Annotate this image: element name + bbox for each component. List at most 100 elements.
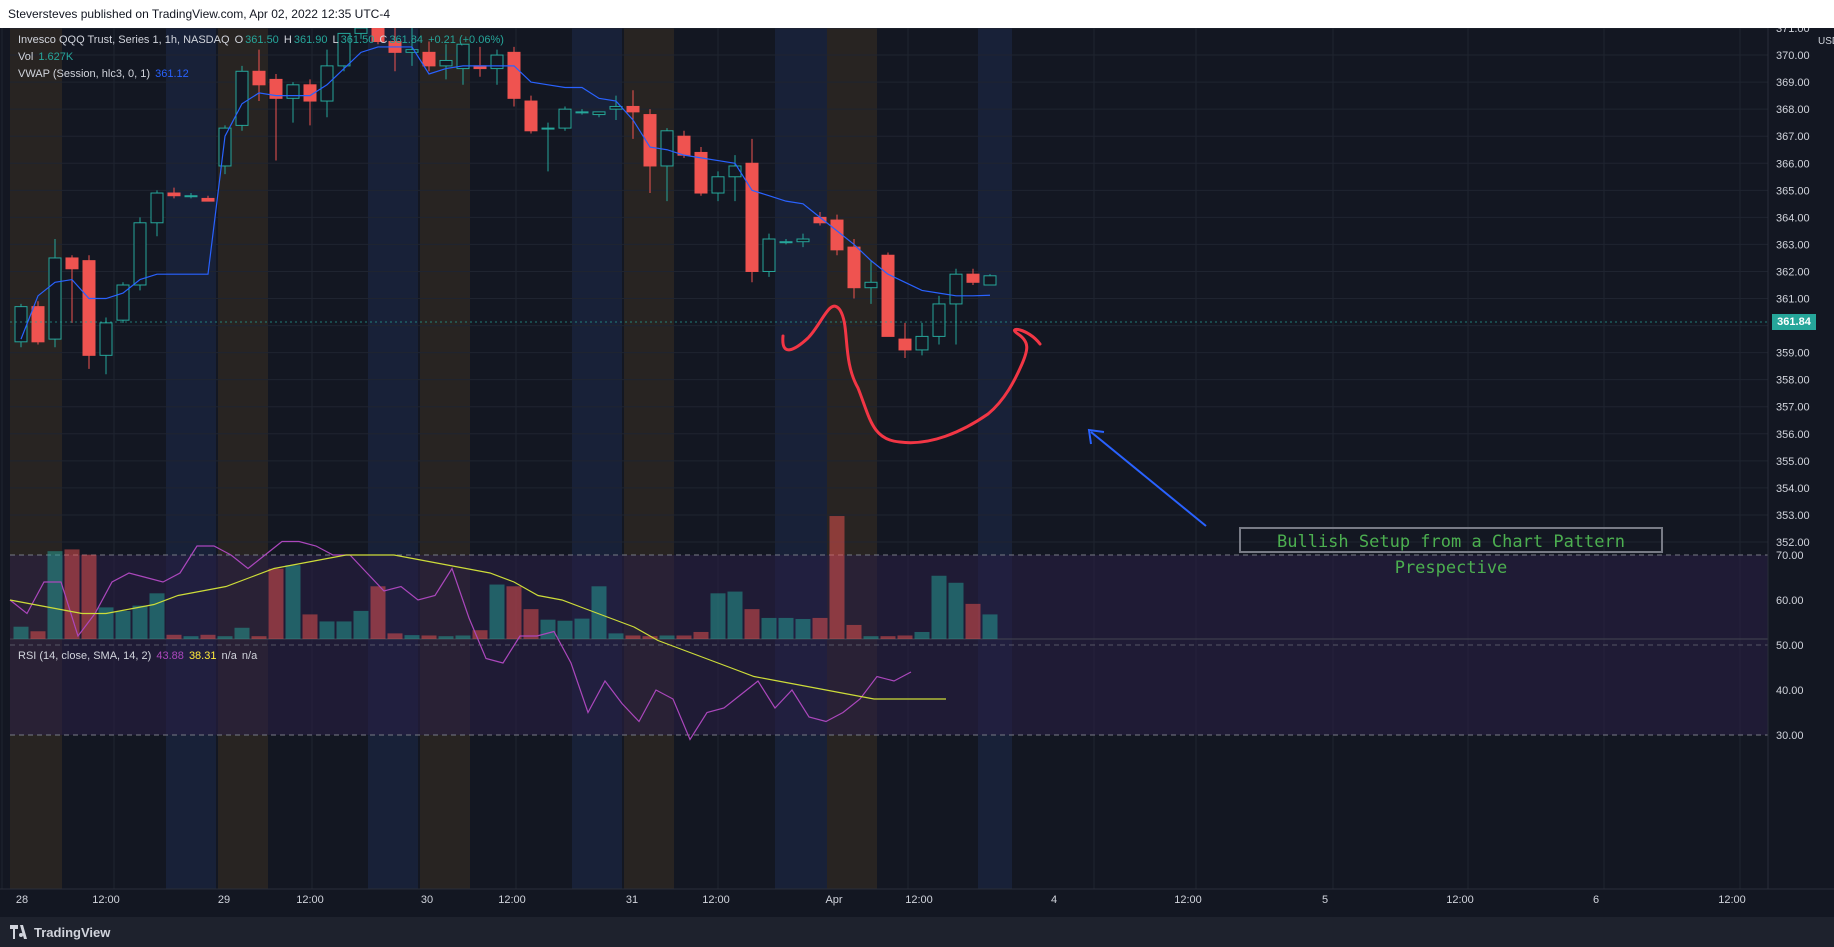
- candle-body: [541, 127, 555, 130]
- volume-bar: [846, 624, 862, 639]
- candle-body: [694, 151, 708, 194]
- candle-body: [677, 135, 691, 156]
- low-value: 361.50: [340, 34, 375, 46]
- candle-body: [184, 195, 198, 198]
- candle-body: [524, 100, 538, 132]
- vwap-value: 361.12: [155, 68, 189, 80]
- arrow-annotation[interactable]: [1087, 428, 1207, 527]
- candle-body: [932, 303, 946, 337]
- volume-bar: [489, 584, 505, 639]
- candle-body: [643, 114, 657, 167]
- candle-body: [456, 43, 470, 70]
- candle: [439, 44, 453, 80]
- candle-body: [711, 176, 725, 194]
- candle-body: [150, 192, 164, 224]
- time-tick-label: Apr: [825, 894, 842, 906]
- candle-body: [31, 306, 45, 343]
- price-tick-label: 352.00: [1776, 537, 1810, 549]
- volume-bar: [302, 614, 318, 639]
- volume-bar: [64, 549, 80, 639]
- time-tick-label: 12:00: [905, 894, 933, 906]
- candle-body: [558, 108, 572, 129]
- candle-body: [762, 238, 776, 272]
- symbol-legend[interactable]: Invesco QQQ Trust, Series 1, 1h, NASDAQ …: [18, 34, 506, 46]
- volume-bar: [676, 635, 692, 639]
- candle: [558, 106, 572, 131]
- volume-bar: [608, 633, 624, 639]
- vwap-legend[interactable]: VWAP (Session, hlc3, 0, 1) 361.12: [18, 68, 191, 80]
- price-tick-label: 362.00: [1776, 266, 1810, 278]
- price-tick-label: 370.00: [1776, 50, 1810, 62]
- candle: [949, 268, 963, 345]
- rsi-tick-label: 50.00: [1776, 640, 1804, 652]
- volume-bar: [795, 618, 811, 639]
- candle-body: [48, 257, 62, 340]
- candles: [14, 28, 997, 375]
- tradingview-logo-icon: [10, 925, 27, 939]
- volume-bar: [81, 554, 97, 639]
- candle-body: [983, 275, 997, 286]
- price-tick-label: 355.00: [1776, 456, 1810, 468]
- candle-body: [864, 281, 878, 289]
- high-value: 361.90: [293, 34, 328, 46]
- candle-body: [745, 162, 759, 272]
- candle: [677, 130, 691, 158]
- price-tick-label: 369.00: [1776, 77, 1810, 89]
- rsi-tick-label: 40.00: [1776, 685, 1804, 697]
- low-label: L: [332, 34, 339, 46]
- session-band: [10, 28, 62, 889]
- candle-body: [592, 111, 606, 116]
- annotation-callout[interactable]: Bullish Setup from a Chart Pattern Presp…: [1239, 527, 1663, 578]
- session-band: [420, 28, 470, 889]
- volume-bar: [523, 609, 539, 639]
- volume-bar: [251, 636, 267, 639]
- volume-bar: [234, 627, 250, 639]
- rsi-tick-label: 70.00: [1776, 550, 1804, 562]
- candle: [116, 282, 130, 323]
- price-tick-label: 357.00: [1776, 402, 1810, 414]
- price-tick-label: 368.00: [1776, 104, 1810, 116]
- price-tick-label: 366.00: [1776, 158, 1810, 170]
- candle-body: [82, 260, 96, 356]
- hand-drawn-cup-pattern[interactable]: [781, 304, 1042, 445]
- candle-body: [626, 105, 640, 113]
- price-tick-label: 356.00: [1776, 429, 1810, 441]
- candle: [541, 122, 555, 172]
- candle: [31, 301, 45, 345]
- volume-bar: [268, 568, 284, 639]
- rsi-na-2: n/a: [241, 650, 258, 662]
- time-tick-label: 31: [626, 894, 638, 906]
- candle: [796, 233, 810, 248]
- volume-bar: [812, 617, 828, 639]
- volume-bar: [778, 617, 794, 639]
- grid-lines: [1, 28, 1768, 889]
- time-tick-label: 4: [1051, 894, 1057, 906]
- candle-body: [303, 84, 317, 102]
- volume-bar: [506, 586, 522, 639]
- volume-bar: [370, 586, 386, 639]
- candle: [303, 79, 317, 126]
- candle: [235, 65, 249, 131]
- price-tick-label: 367.00: [1776, 131, 1810, 143]
- volume-legend[interactable]: Vol 1.627K: [18, 51, 75, 63]
- volume-bar: [897, 635, 913, 639]
- chart-canvas[interactable]: 371.00 370.00 369.00 368.00 367.00 366.00 365.…: [0, 28, 1834, 917]
- volume-bar: [319, 621, 335, 639]
- rsi-value: 43.88: [156, 650, 184, 662]
- candle: [269, 73, 283, 161]
- time-axis[interactable]: 28 12:00 29 12:00 30 12:00 31 12:00 Apr 12:00 4 12:…: [16, 894, 1746, 906]
- rsi-band: [10, 555, 1768, 735]
- candle-body: [966, 273, 980, 283]
- volume-bar: [47, 551, 63, 639]
- rsi-axis[interactable]: 70.00 60.00 50.00 40.00 30.00: [1776, 550, 1804, 742]
- candle-body: [660, 130, 674, 167]
- session-band: [978, 28, 1012, 889]
- rsi-legend[interactable]: RSI (14, close, SMA, 14, 2) 43.88 38.31 …: [18, 650, 259, 662]
- price-tick-label: 365.00: [1776, 185, 1810, 197]
- volume-bar: [149, 593, 165, 639]
- volume-bar: [982, 614, 998, 639]
- candle-body: [728, 165, 742, 178]
- candle: [915, 322, 929, 356]
- volume-bar: [574, 618, 590, 639]
- price-axis[interactable]: 371.00 370.00 369.00 368.00 367.00 366.00 365.…: [1776, 28, 1810, 549]
